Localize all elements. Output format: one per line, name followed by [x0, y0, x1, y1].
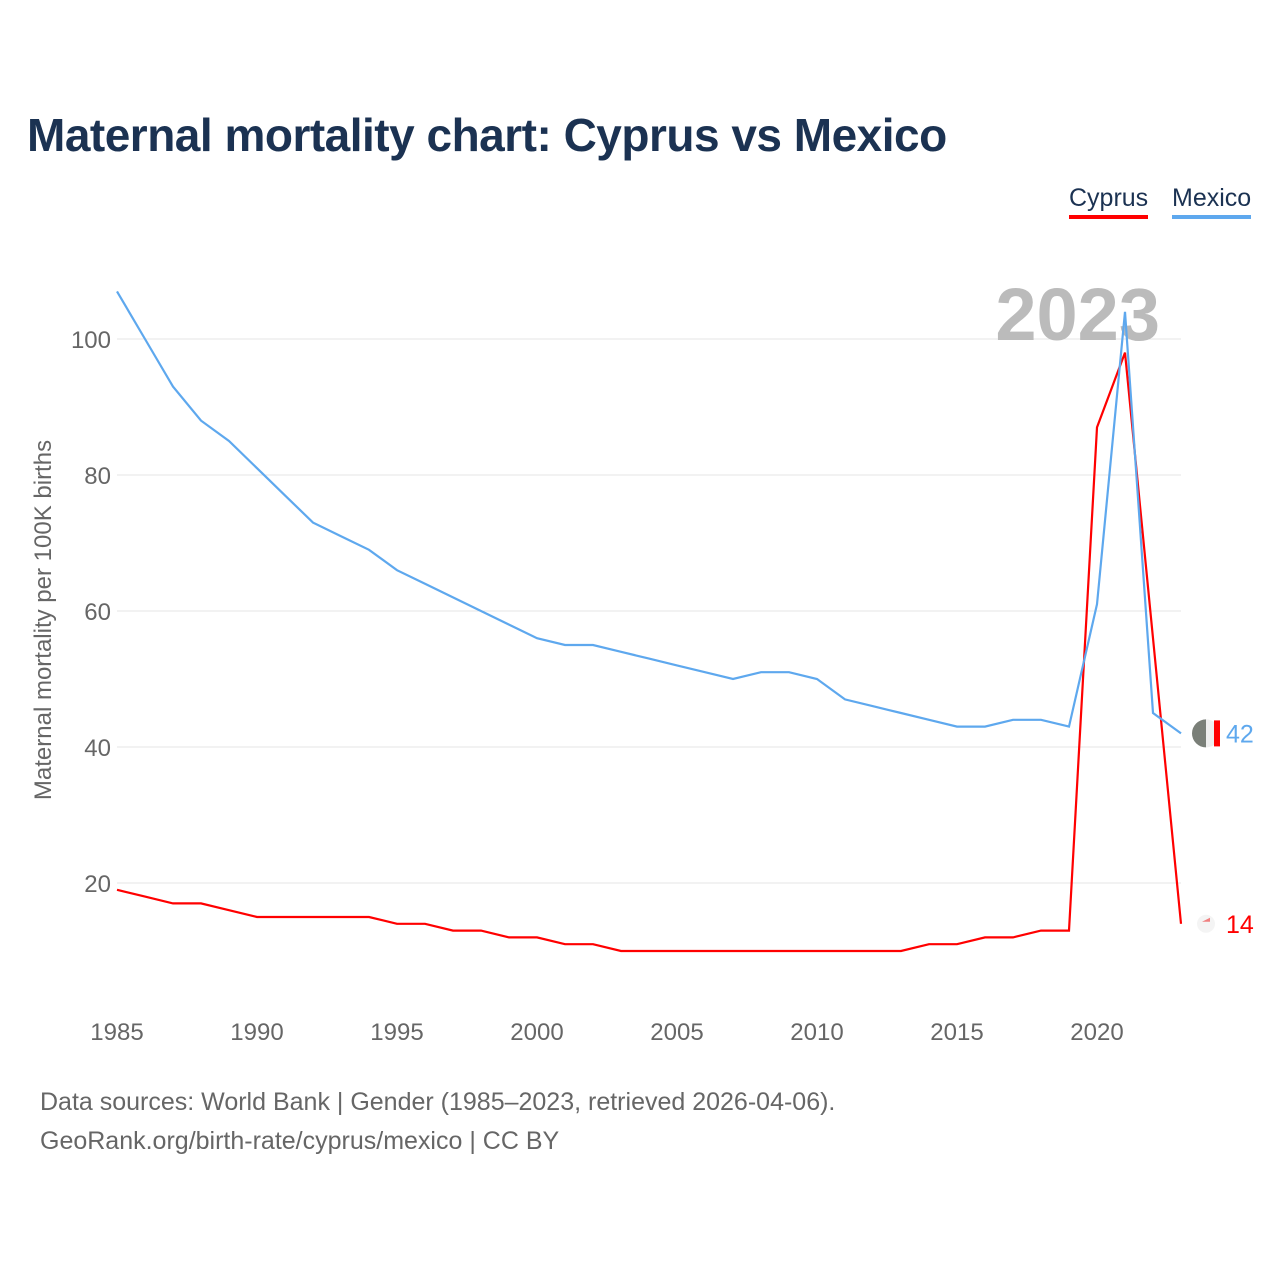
chart-title: Maternal mortality chart: Cyprus vs Mexi… [27, 109, 947, 161]
series-line-mexico [116, 290, 1182, 735]
legend-mexico[interactable]: Mexico [1172, 184, 1252, 219]
source-line-1: Data sources: World Bank | Gender (1985–… [40, 1088, 836, 1116]
y-tick-label: 80 [84, 463, 111, 490]
flag-shape [1202, 917, 1210, 922]
flag-stripe [1192, 719, 1206, 748]
y-tick-label: 40 [84, 735, 111, 762]
x-tick-label: 1990 [230, 1019, 283, 1046]
series-line-cyprus [116, 352, 1183, 953]
y-tick-label: 100 [71, 327, 111, 354]
end-value-label-cyprus: 14 [1226, 911, 1254, 939]
cyprus-flag-icon [1197, 914, 1215, 933]
x-tick-label: 2015 [930, 1019, 983, 1046]
legend-cyprus[interactable]: Cyprus [1069, 184, 1149, 219]
flag-stripe [1214, 720, 1220, 747]
x-tick-label: 2005 [650, 1019, 703, 1046]
x-tick-label: 1985 [90, 1019, 143, 1046]
year-watermark: 2023 [995, 273, 1160, 356]
x-tick-label: 2000 [510, 1019, 563, 1046]
source-line-2[interactable]: GeoRank.org/birth-rate/cyprus/mexico | C… [40, 1127, 560, 1155]
x-tick-label: 2020 [1070, 1019, 1123, 1046]
y-tick-label: 60 [84, 599, 111, 626]
x-tick-label: 1995 [370, 1019, 423, 1046]
y-axis-label: Maternal mortality per 100K births [30, 440, 57, 800]
y-tick-label: 20 [84, 871, 111, 898]
end-value-label-mexico: 42 [1226, 720, 1254, 748]
x-tick-label: 2010 [790, 1019, 843, 1046]
